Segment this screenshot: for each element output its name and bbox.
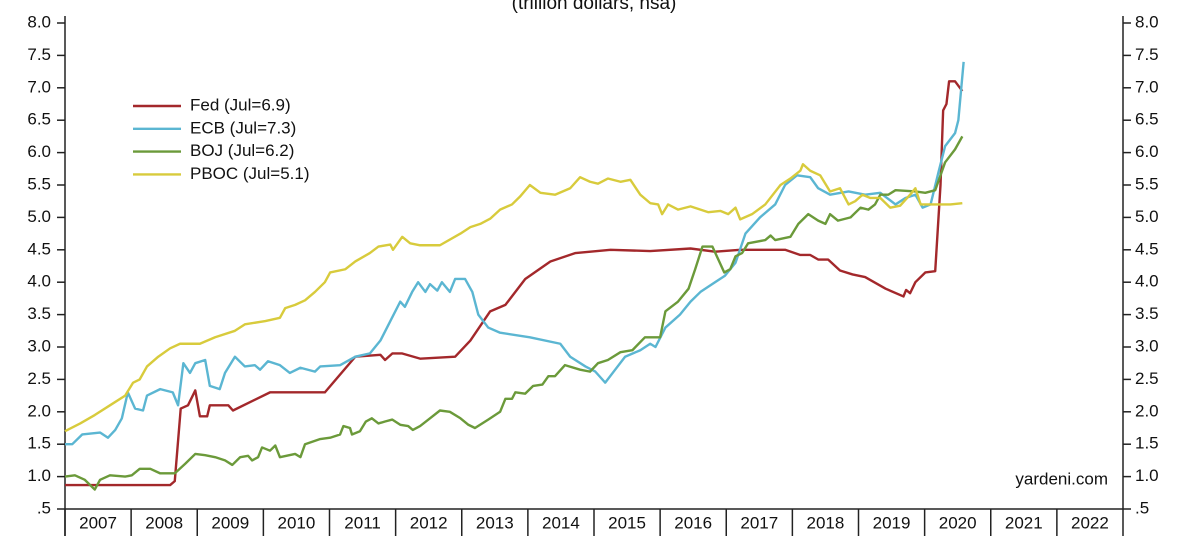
series-line [65, 80, 964, 487]
series-line [65, 61, 965, 446]
x-tick-label: 2017 [740, 513, 778, 532]
y-tick-label: 3.5 [27, 304, 51, 323]
x-tick-label: 2020 [939, 513, 977, 532]
y-tick-label: 1.0 [27, 466, 51, 485]
y-tick-label: 1.5 [27, 434, 51, 453]
y2-tick-label: 7.0 [1135, 77, 1159, 96]
x-tick-label: 2014 [542, 513, 580, 532]
x-tick-label: 2018 [807, 513, 845, 532]
y2-tick-label: .5 [1135, 498, 1149, 517]
series-line [64, 163, 963, 433]
x-tick-label: 2022 [1071, 513, 1109, 532]
x-tick-label: 2015 [608, 513, 646, 532]
x-tick-label: 2009 [211, 513, 249, 532]
y2-tick-label: 5.5 [1135, 174, 1159, 193]
series-line [64, 135, 964, 491]
source-annotation: yardeni.com [1015, 469, 1108, 488]
y-tick-label: 2.5 [27, 369, 51, 388]
y-tick-label: 6.5 [27, 110, 51, 129]
y-tick-label: .5 [37, 498, 51, 517]
x-tick-label: 2007 [79, 513, 117, 532]
y2-tick-label: 3.5 [1135, 304, 1159, 323]
y2-tick-label: 1.0 [1135, 466, 1159, 485]
y2-tick-label: 1.5 [1135, 434, 1159, 453]
x-tick-label: 2011 [344, 513, 381, 532]
legend-label: PBOC (Jul=5.1) [190, 164, 310, 183]
x-tick-label: 2021 [1005, 513, 1043, 532]
y2-tick-label: 8.0 [1135, 12, 1159, 31]
x-tick-label: 2012 [410, 513, 448, 532]
x-tick-label: 2019 [873, 513, 911, 532]
y2-tick-label: 6.5 [1135, 110, 1159, 129]
y2-tick-label: 5.0 [1135, 207, 1159, 226]
legend-label: ECB (Jul=7.3) [190, 118, 296, 137]
y-tick-label: 4.5 [27, 239, 51, 258]
y-tick-label: 7.0 [27, 77, 51, 96]
y-tick-label: 7.5 [27, 45, 51, 64]
y-tick-label: 2.0 [27, 401, 51, 420]
y2-tick-label: 4.5 [1135, 239, 1159, 258]
y-tick-label: 6.0 [27, 142, 51, 161]
y-tick-label: 4.0 [27, 272, 51, 291]
y-tick-label: 8.0 [27, 12, 51, 31]
x-tick-label: 2013 [476, 513, 514, 532]
legend-label: Fed (Jul=6.9) [190, 95, 291, 114]
x-tick-label: 2008 [145, 513, 183, 532]
y2-tick-label: 3.0 [1135, 336, 1159, 355]
x-tick-label: 2010 [278, 513, 316, 532]
y-tick-label: 5.0 [27, 207, 51, 226]
y-tick-label: 5.5 [27, 174, 51, 193]
y2-tick-label: 4.0 [1135, 272, 1159, 291]
y-tick-label: 3.0 [27, 336, 51, 355]
y2-tick-label: 7.5 [1135, 45, 1159, 64]
y2-tick-label: 6.0 [1135, 142, 1159, 161]
legend-label: BOJ (Jul=6.2) [190, 141, 294, 160]
chart-subtitle: (trillion dollars, nsa) [512, 0, 677, 14]
y2-tick-label: 2.0 [1135, 401, 1159, 420]
y2-tick-label: 2.5 [1135, 369, 1159, 388]
x-tick-label: 2016 [674, 513, 712, 532]
